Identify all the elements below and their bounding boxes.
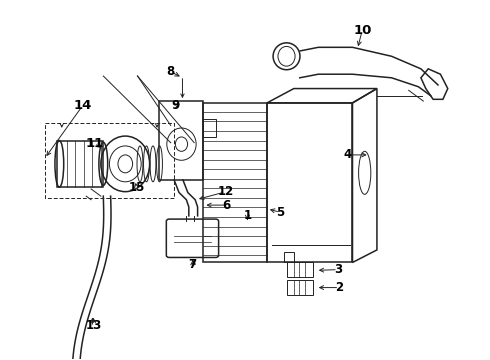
Text: 15: 15 bbox=[128, 181, 145, 194]
Text: 7: 7 bbox=[189, 258, 197, 271]
Text: 6: 6 bbox=[222, 199, 231, 212]
Text: 8: 8 bbox=[167, 65, 175, 78]
Text: 10: 10 bbox=[353, 24, 371, 37]
Text: 12: 12 bbox=[218, 185, 234, 198]
Text: 11: 11 bbox=[85, 136, 103, 149]
Text: 2: 2 bbox=[335, 281, 343, 294]
Text: 14: 14 bbox=[74, 99, 92, 112]
Text: 4: 4 bbox=[343, 148, 352, 161]
Text: 1: 1 bbox=[244, 210, 251, 222]
Text: 3: 3 bbox=[334, 263, 342, 276]
Text: 5: 5 bbox=[276, 206, 284, 219]
Text: 9: 9 bbox=[172, 99, 180, 112]
Bar bbox=[45, 123, 174, 198]
Text: 13: 13 bbox=[85, 319, 101, 332]
